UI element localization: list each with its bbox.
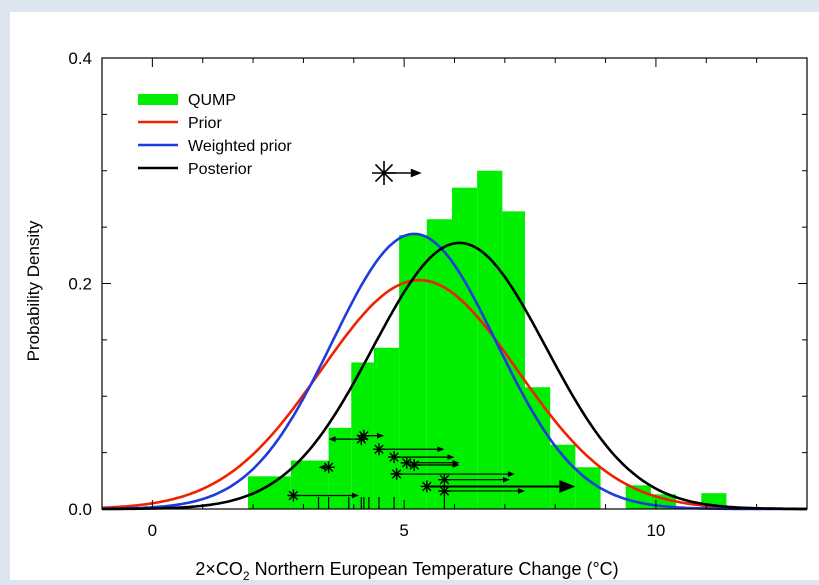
chart: 0 5 10 0.0 0.2 0.4 QUMP Prior Weighted prior Pos… bbox=[24, 49, 808, 583]
star-marker bbox=[400, 456, 413, 469]
legend-label: Prior bbox=[188, 115, 222, 132]
legend-label: Weighted prior bbox=[188, 138, 292, 155]
star-marker bbox=[438, 473, 451, 486]
star-marker bbox=[388, 451, 401, 464]
arrow-head bbox=[447, 454, 455, 460]
legend-swatch bbox=[138, 94, 178, 105]
y-axis-label: Probability Density bbox=[24, 220, 43, 361]
arrow-head bbox=[377, 432, 384, 439]
histogram-bar bbox=[502, 211, 525, 509]
legend: QUMP Prior Weighted prior Posterior bbox=[138, 92, 292, 178]
star-marker bbox=[357, 429, 370, 442]
arrow-head bbox=[351, 492, 359, 499]
density-curves bbox=[101, 232, 807, 511]
axis-ticks: 0 5 10 0.0 0.2 0.4 bbox=[68, 49, 807, 540]
curve-weighted-prior bbox=[102, 232, 807, 511]
arrow-head bbox=[328, 436, 336, 442]
star-marker bbox=[373, 443, 385, 456]
histogram-bars bbox=[248, 170, 727, 510]
arrow-head bbox=[437, 446, 445, 453]
histogram-bar bbox=[328, 427, 352, 509]
arrow-head bbox=[410, 168, 422, 178]
x-tick-label: 5 bbox=[399, 521, 408, 540]
curve-posterior bbox=[102, 241, 807, 511]
figure-panel: 0 5 10 0.0 0.2 0.4 QUMP Prior Weighted prior Pos… bbox=[10, 12, 819, 583]
arrow-head bbox=[452, 462, 460, 468]
x-tick-label: 10 bbox=[646, 521, 665, 540]
legend-label: QUMP bbox=[188, 92, 236, 109]
histogram-bar bbox=[451, 187, 478, 509]
histogram-bar bbox=[477, 170, 503, 509]
x-axis-label: 2×CO2 Northern European Temperature Chan… bbox=[195, 559, 618, 580]
histogram-bar bbox=[373, 347, 400, 509]
arrow-head bbox=[518, 488, 525, 494]
legend-label: Posterior bbox=[188, 161, 253, 178]
x-tick-label: 0 bbox=[148, 521, 157, 540]
arrow-head bbox=[502, 476, 510, 483]
arrow-head bbox=[507, 471, 515, 477]
star-marker bbox=[322, 461, 335, 474]
star-marker bbox=[372, 161, 396, 185]
arrow-head bbox=[318, 464, 326, 471]
y-tick-label: 0.4 bbox=[68, 49, 92, 68]
arrow-head bbox=[559, 480, 576, 493]
star-marker bbox=[438, 485, 451, 497]
curve-prior bbox=[101, 278, 807, 511]
y-tick-label: 0.0 bbox=[68, 500, 92, 519]
star-marker bbox=[287, 489, 300, 502]
star-marker bbox=[408, 459, 421, 471]
annotations bbox=[287, 161, 576, 509]
histogram-bar bbox=[399, 235, 427, 509]
y-tick-label: 0.2 bbox=[68, 275, 92, 294]
star-marker bbox=[390, 468, 403, 480]
star-marker bbox=[420, 480, 433, 493]
histogram-bar bbox=[426, 219, 452, 510]
